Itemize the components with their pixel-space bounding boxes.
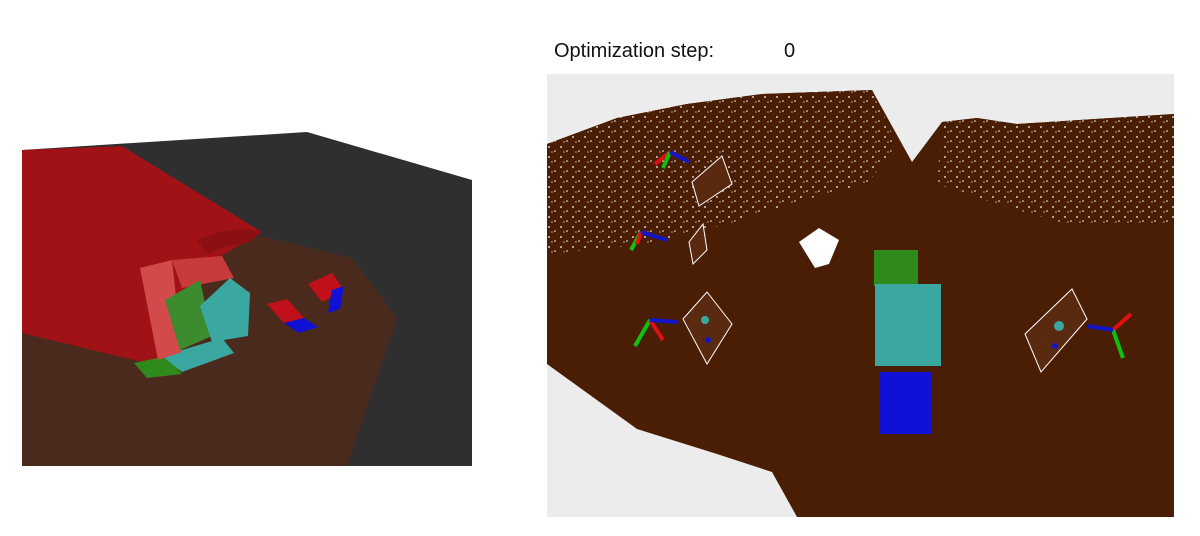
mesh-scene bbox=[22, 132, 472, 466]
camera-plane-2 bbox=[688, 222, 708, 266]
teal-base bbox=[162, 338, 234, 372]
pointcloud-render-view[interactable] bbox=[547, 74, 1174, 517]
teal-object-cluster bbox=[875, 284, 941, 366]
camera-marker-blue-2 bbox=[1052, 343, 1058, 349]
camera-axes-3 bbox=[633, 318, 678, 347]
point-cloud-wall-top-right bbox=[937, 114, 1174, 224]
camera-marker-teal-1 bbox=[701, 316, 709, 324]
small-red-block-1 bbox=[267, 299, 304, 323]
pointcloud-scene bbox=[547, 74, 1174, 517]
camera-axes-4 bbox=[1086, 312, 1133, 359]
red-box-top bbox=[172, 256, 234, 288]
wall-edge bbox=[197, 229, 262, 254]
camera-marker-teal-2 bbox=[1054, 321, 1064, 331]
camera-plane-1 bbox=[691, 155, 733, 207]
camera-marker-blue-1 bbox=[705, 337, 711, 343]
optimization-step-label: Optimization step: bbox=[554, 40, 715, 62]
teal-box bbox=[200, 278, 250, 342]
window-hole bbox=[799, 228, 839, 268]
optimization-step-value: 0 bbox=[784, 40, 796, 62]
red-box-front bbox=[140, 260, 182, 360]
green-object-cluster bbox=[874, 250, 918, 286]
small-blue-block-2 bbox=[328, 286, 344, 313]
camera-axes-1 bbox=[653, 150, 690, 169]
green-box bbox=[165, 280, 212, 350]
wall-plane bbox=[22, 146, 262, 368]
small-blue-block-1 bbox=[284, 318, 318, 333]
camera-plane-4 bbox=[1024, 288, 1088, 373]
camera-axes-2 bbox=[629, 230, 668, 251]
mesh-render-view[interactable] bbox=[22, 128, 472, 466]
camera-plane-3 bbox=[682, 291, 733, 365]
blue-object-cluster bbox=[880, 372, 932, 434]
